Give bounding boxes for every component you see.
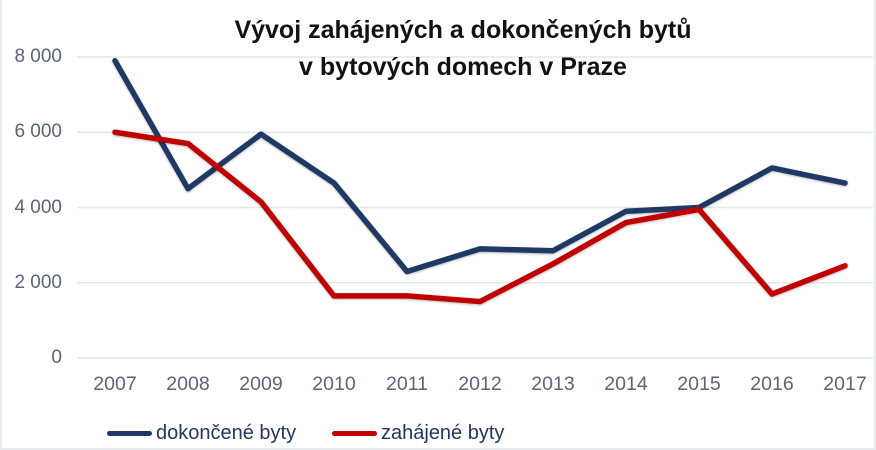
x-axis-label: 2013	[531, 373, 575, 395]
legend-line-swatch-blue	[107, 430, 152, 437]
legend-line-swatch-red	[332, 430, 377, 437]
y-axis-label: 0	[51, 347, 62, 368]
y-axis-label: 4 000	[14, 196, 62, 218]
x-axis-label: 2016	[750, 373, 794, 395]
chart-title-line2: v bytových domech v Praze	[299, 53, 627, 81]
x-axis-label: 2009	[239, 373, 283, 395]
x-axis-label: 2014	[604, 373, 648, 395]
x-axis-label: 2007	[93, 373, 137, 395]
y-axis-label: 2 000	[14, 271, 62, 293]
x-axis-label: 2011	[386, 373, 428, 395]
x-axis-label: 2010	[312, 373, 356, 395]
chart-title-line1: Vývoj zahájených a dokončených bytů	[234, 16, 692, 44]
y-axis-label: 6 000	[14, 121, 62, 143]
x-axis-label: 2012	[458, 373, 502, 395]
y-axis-label: 8 000	[14, 46, 62, 67]
x-axis-label: 2017	[823, 373, 867, 395]
legend-label: dokončené byty	[156, 422, 297, 444]
x-axis-label: 2015	[677, 373, 721, 395]
line-series-dokoncene-byty	[112, 58, 848, 275]
legend-label: zahájené byty	[381, 422, 505, 444]
legend-item-dokoncene-byty: dokončené byty	[107, 420, 296, 447]
legend: dokončené byty zahájené byty Zdroj: Data…	[2, 420, 874, 447]
line-series-zahajene-byty	[112, 129, 848, 305]
x-axis-label: 2008	[166, 373, 210, 395]
legend-item-zahajene-byty: zahájené byty	[332, 420, 504, 447]
chart-title: Vývoj zahájených a dokončených bytů v by…	[72, 12, 854, 86]
